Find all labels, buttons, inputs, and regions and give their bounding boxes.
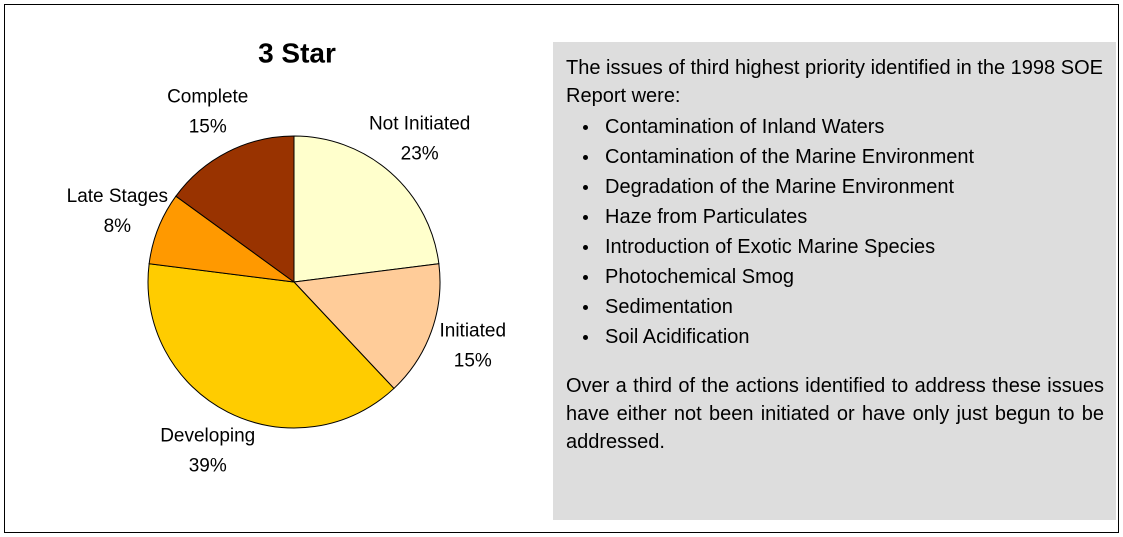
issue-list: Contamination of Inland Waters Contaminat…	[566, 112, 1104, 352]
chart-title: 3 Star	[258, 37, 336, 68]
slice-label: Late Stages	[67, 186, 168, 207]
slice-label: Developing	[160, 425, 255, 446]
issue-item: Contamination of Inland Waters	[566, 112, 1104, 142]
issue-item: Sedimentation	[566, 292, 1104, 322]
pie-slice	[147, 263, 395, 429]
intro-text: The issues of third highest priority ide…	[566, 57, 1103, 107]
issue-item: Degradation of the Marine Environment	[566, 172, 1104, 202]
slice-value-label: 15%	[454, 350, 492, 371]
issue-item: Haze from Particulates	[566, 202, 1104, 232]
slice-value-label: 39%	[189, 455, 227, 476]
slice-value-label: 8%	[104, 216, 132, 237]
issue-item: Soil Acidification	[566, 322, 1104, 352]
chart-border	[4, 4, 1119, 533]
slice-label: Initiated	[439, 320, 506, 341]
issue-item: Introduction of Exotic Marine Species	[566, 232, 1104, 262]
slice-value-label: 23%	[401, 143, 439, 164]
slice-label: Complete	[167, 87, 248, 108]
slice-value-label: 15%	[189, 117, 227, 138]
issue-item: Contamination of the Marine Environment	[566, 142, 1104, 172]
pie-slice	[293, 135, 440, 283]
pie-slice	[292, 263, 441, 390]
pie-slice	[175, 135, 295, 283]
text-box: The issues of third highest priority ide…	[553, 42, 1116, 520]
conclusion-text: Over a third of the actions identified t…	[566, 375, 1104, 453]
issue-item: Photochemical Smog	[566, 262, 1104, 292]
slice-label: Not Initiated	[369, 113, 470, 134]
